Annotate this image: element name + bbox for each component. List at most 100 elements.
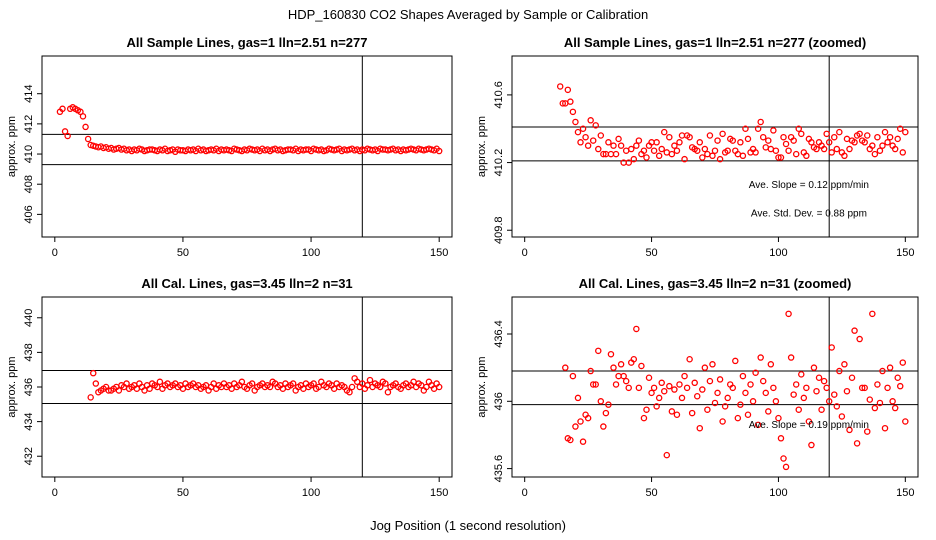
x-tick-label: 50 [645,487,657,499]
data-point [630,355,638,363]
data-point [612,150,620,158]
data-point [825,398,833,405]
data-point [572,423,579,430]
data-point [894,135,901,143]
data-point [622,377,630,385]
data-point [597,132,605,139]
data-point [737,139,744,146]
data-point [871,404,879,412]
data-point [310,380,317,387]
data-point [655,152,663,160]
data-point [676,381,683,388]
data-point [64,132,71,140]
data-point [701,364,709,371]
data-point [678,132,686,139]
data-point [803,384,810,392]
x-tick-label: 100 [769,247,787,259]
data-point [825,139,833,146]
data-point [688,409,696,417]
data-point [891,404,899,412]
data-point [661,387,668,395]
data-point [836,367,843,375]
data-point [666,133,673,141]
data-point [699,386,706,393]
data-point [589,137,597,144]
data-point [846,426,853,434]
data-point [864,132,871,139]
plot-frame [511,296,919,478]
x-tick-label: 150 [430,247,448,259]
data-point [767,145,775,153]
x-tick-label: 0 [52,487,58,499]
data-point [765,408,772,415]
chart-title: All Cal. Lines, gas=3.45 lln=2 n=31 (zoo… [579,276,852,291]
data-point [633,325,640,333]
data-point [87,394,94,401]
data-point [785,310,792,318]
data-point [853,440,861,447]
x-tick-label: 50 [177,247,189,259]
data-point [704,150,711,158]
y-tick-label: 408 [23,175,35,193]
data-point [693,147,701,154]
data-point [899,359,907,366]
x-tick-label: 100 [769,487,787,499]
data-point [59,105,66,113]
data-point [605,401,612,408]
data-point [612,381,620,388]
data-point [676,139,683,146]
x-tick-label: 50 [177,487,189,499]
data-point [681,372,688,380]
data-point [729,137,737,144]
data-points [87,369,443,401]
data-point [123,380,130,387]
y-tick-label: 436 [23,378,35,396]
data-point [595,145,602,153]
data-point [650,147,658,154]
data-point [841,361,848,368]
data-point [569,372,577,380]
data-point [615,135,622,143]
data-point [861,139,868,146]
data-point [628,145,635,153]
data-point [668,150,676,158]
data-point [823,384,830,392]
data-point [831,133,838,141]
data-point [871,150,879,158]
y-tick-label: 438 [23,343,35,361]
data-point [800,394,808,402]
data-point [643,154,650,161]
y-tick-label: 406 [23,205,35,223]
data-point [617,142,625,149]
data-point [663,451,671,459]
data-point [729,384,737,392]
data-point [891,145,899,153]
data-point [645,374,653,381]
data-point [838,413,846,420]
data-point [772,147,780,154]
data-point [884,139,891,146]
data-point [699,154,706,161]
y-tick-label: 436.4 [493,320,505,348]
data-point [709,361,716,368]
data-point [792,381,800,388]
data-point [382,380,389,387]
data-point [795,406,802,413]
data-point [592,381,599,388]
data-point [795,125,802,132]
data-point [813,145,820,153]
plot-frame [511,55,919,238]
data-point [716,376,724,383]
data-point [678,394,686,402]
data-point [704,406,711,413]
data-point [874,133,881,141]
data-point [650,384,658,392]
data-point [602,409,610,417]
figure-title: HDP_160830 CO2 Shapes Averaged by Sample… [288,7,648,22]
data-point [384,388,392,396]
data-point [666,382,673,390]
data-point [289,380,297,387]
data-point [856,130,863,138]
data-point [858,384,866,392]
y-tick-label: 432 [23,447,35,465]
